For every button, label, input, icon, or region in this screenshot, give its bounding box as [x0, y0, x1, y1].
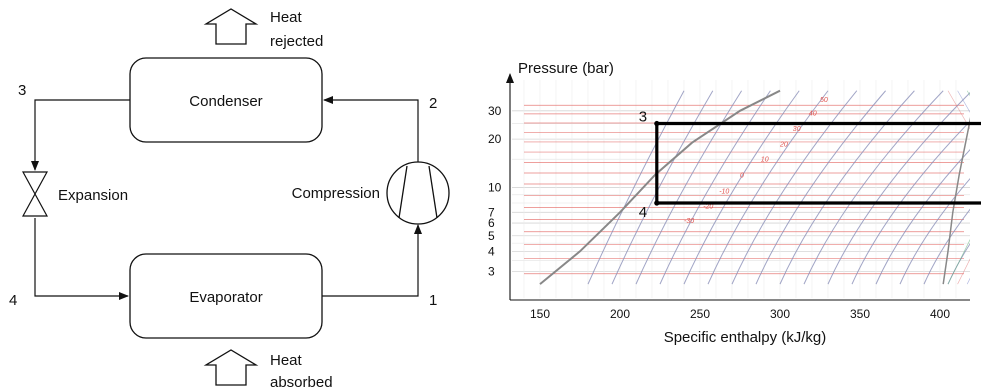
pipe-evaporator-to-compressor: [322, 224, 422, 297]
heat-absorbed-arrow: [203, 349, 259, 386]
condenser-label: Condenser: [189, 93, 262, 110]
x-tick-350: 350: [850, 307, 870, 321]
cycle-diagram: Heat rejected Condenser Evaporator Heat …: [9, 8, 450, 389]
isentrope: [875, 149, 970, 285]
expansion-valve-icon: [21, 171, 49, 217]
isentrope: [851, 120, 970, 285]
x-tick-300: 300: [770, 307, 790, 321]
isentrope: [635, 90, 743, 285]
temperature-label: 10: [761, 157, 769, 164]
compressor-icon: [386, 161, 450, 225]
y-tick-5: 5: [488, 229, 495, 243]
isentrope: [899, 177, 970, 285]
state-point-1-label: 1: [429, 292, 437, 309]
cycle-point-3: [654, 120, 660, 127]
superheat-line: [977, 91, 981, 284]
pipe-condenser-to-expansion: [31, 99, 130, 171]
y-tick-10: 10: [488, 180, 502, 194]
isentrope: [707, 90, 829, 285]
y-axis-label: Pressure (bar): [518, 60, 614, 77]
temperature-label: -30: [684, 218, 694, 225]
cycle-point-label-3: 3: [639, 109, 647, 126]
x-tick-400: 400: [930, 307, 950, 321]
temperature-label: -10: [719, 188, 729, 195]
isentrope-lines: [587, 90, 970, 285]
cycle-state-points: 1234: [639, 109, 660, 221]
x-axis-label: Specific enthalpy (kJ/kg): [664, 329, 827, 346]
heat-rejected-label-line1: Heat: [270, 9, 303, 26]
pressure-gridlines: [512, 80, 970, 298]
heat-absorbed-label-line2: absorbed: [270, 374, 333, 389]
cycle-point-label-4: 4: [639, 204, 647, 221]
isotherm-lines: [524, 104, 964, 275]
state-point-4-label: 4: [9, 292, 17, 309]
isentrope: [827, 92, 970, 285]
expansion-label: Expansion: [58, 187, 128, 204]
x-tick-labels: 150200250300350400450500: [530, 307, 950, 321]
y-tick-4: 4: [488, 244, 495, 258]
y-tick-6: 6: [488, 216, 495, 230]
isentrope: [683, 90, 800, 285]
compression-label: Compression: [292, 185, 380, 202]
isentrope: [731, 90, 858, 285]
pipe-compressor-to-condenser: [323, 96, 419, 162]
x-tick-250: 250: [690, 307, 710, 321]
pipe-expansion-to-evaporator: [34, 218, 129, 300]
isentrope: [587, 90, 685, 285]
heat-rejected-label-line2: rejected: [270, 33, 323, 50]
superheat-line: [947, 239, 970, 285]
y-tick-30: 30: [488, 104, 502, 118]
y-tick-3: 3: [488, 264, 495, 278]
heat-rejected-arrow: [203, 8, 259, 45]
state-point-3-label: 3: [18, 82, 26, 99]
temperature-label: 40: [809, 111, 817, 118]
heat-absorbed-label-line1: Heat: [270, 352, 303, 369]
saturated-vapor-line: [942, 116, 970, 285]
superheat-line: [977, 91, 981, 284]
temperature-label: 50: [820, 97, 828, 104]
x-tick-150: 150: [530, 307, 550, 321]
evaporator-label: Evaporator: [189, 289, 262, 306]
y-tick-20: 20: [488, 132, 502, 146]
temperature-label: 20: [779, 141, 788, 148]
x-tick-200: 200: [610, 307, 630, 321]
isentrope: [779, 90, 915, 285]
temperature-label: 0: [740, 173, 744, 180]
isentrope: [803, 90, 944, 285]
isentrope: [923, 208, 970, 285]
temperature-label: -20: [703, 203, 713, 210]
temperature-label: 30: [793, 126, 801, 133]
state-point-2-label: 2: [429, 95, 437, 112]
isentrope: [659, 90, 771, 285]
isentrope: [755, 90, 886, 285]
cycle-point-4: [654, 200, 660, 206]
y-tick-7: 7: [488, 205, 495, 219]
